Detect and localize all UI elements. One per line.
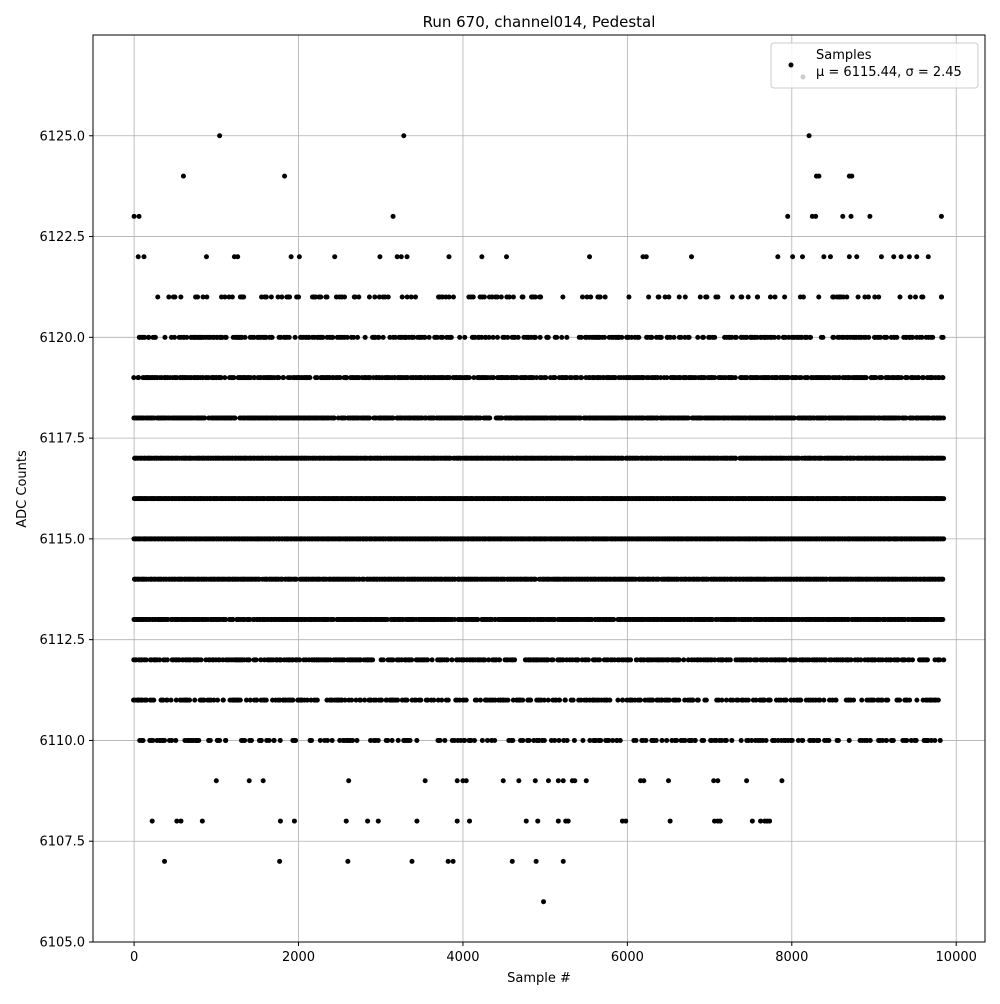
data-point (379, 698, 384, 703)
data-point (243, 335, 248, 340)
data-point (418, 698, 423, 703)
data-point (695, 335, 700, 340)
data-point (232, 415, 237, 420)
data-point (439, 698, 444, 703)
data-point (449, 335, 454, 340)
data-point (941, 415, 946, 420)
data-point (579, 375, 584, 380)
data-point (543, 375, 548, 380)
data-point (224, 335, 229, 340)
data-point (315, 698, 320, 703)
data-point (457, 335, 462, 340)
data-point (546, 698, 551, 703)
data-point (940, 577, 945, 582)
data-point (864, 375, 869, 380)
data-point (215, 698, 220, 703)
data-point (349, 698, 354, 703)
data-point (649, 335, 654, 340)
data-point (712, 335, 717, 340)
data-point (467, 375, 472, 380)
data-point (362, 698, 367, 703)
data-point (153, 335, 158, 340)
data-point (238, 698, 243, 703)
data-point (446, 698, 451, 703)
data-point (381, 335, 386, 340)
data-point (307, 375, 312, 380)
data-point (528, 698, 533, 703)
data-point (187, 698, 192, 703)
data-point (820, 335, 825, 340)
data-point (505, 335, 510, 340)
data-point (941, 536, 946, 541)
data-point (270, 335, 275, 340)
data-point (136, 375, 141, 380)
data-point (941, 456, 946, 461)
data-point (941, 335, 946, 340)
data-point (533, 335, 538, 340)
data-point (866, 335, 871, 340)
data-point (701, 335, 706, 340)
data-point (222, 375, 227, 380)
data-point (287, 335, 292, 340)
data-point (491, 335, 496, 340)
data-point (290, 698, 295, 703)
data-point (940, 617, 945, 622)
data-point (192, 698, 197, 703)
data-point (538, 335, 543, 340)
data-point (734, 335, 739, 340)
data-point (363, 335, 368, 340)
data-point (151, 698, 156, 703)
data-point (687, 335, 692, 340)
data-point (172, 335, 177, 340)
data-point (884, 335, 889, 340)
data-point (940, 375, 945, 380)
data-point (264, 698, 269, 703)
data-point (162, 335, 167, 340)
data-point (559, 335, 564, 340)
data-point (941, 496, 946, 501)
data-point (671, 335, 676, 340)
data-point (462, 335, 467, 340)
data-point (894, 335, 899, 340)
data-point (376, 335, 381, 340)
data-point (431, 698, 436, 703)
data-point (281, 375, 286, 380)
data-point (464, 698, 469, 703)
data-point (505, 698, 510, 703)
data-point (619, 335, 624, 340)
data-point (184, 335, 189, 340)
data-point (427, 335, 432, 340)
data-point (330, 335, 335, 340)
data-point (930, 335, 935, 340)
data-point (659, 335, 664, 340)
data-point (487, 415, 492, 420)
data-point (546, 335, 551, 340)
data-point (221, 698, 226, 703)
data-point (520, 698, 525, 703)
data-point (602, 335, 607, 340)
data-point (564, 335, 569, 340)
data-point (776, 335, 781, 340)
data-point (367, 415, 372, 420)
data-point (355, 335, 360, 340)
data-point (405, 698, 410, 703)
data-point (478, 698, 483, 703)
data-point (395, 698, 400, 703)
data-point (552, 375, 557, 380)
data-point (554, 335, 559, 340)
data-point (495, 335, 500, 340)
data-point (293, 335, 298, 340)
data-point (169, 698, 174, 703)
data-point (636, 335, 641, 340)
data-point (808, 335, 813, 340)
data-point (733, 375, 738, 380)
data-point (516, 335, 521, 340)
